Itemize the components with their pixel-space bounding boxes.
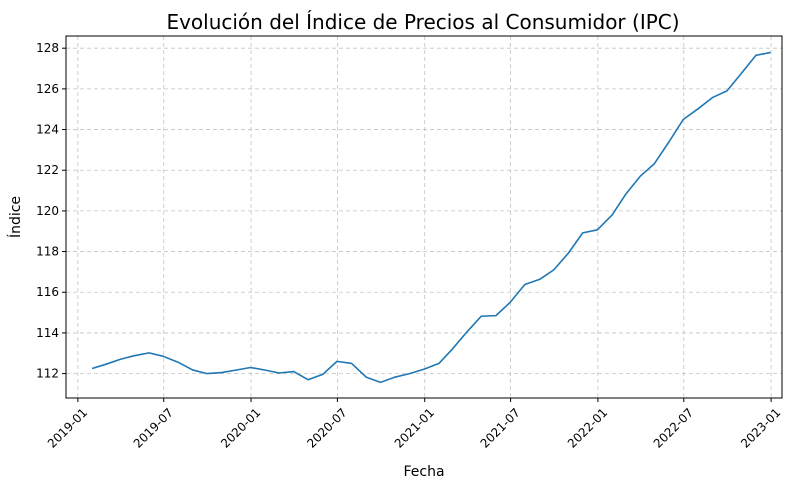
grid [66, 36, 782, 398]
x-tick-label: 2019-01 [45, 405, 90, 450]
y-axis: 112 114 116 118 120 122 124 126 128 [36, 41, 66, 381]
series-line [91, 51, 771, 384]
series-layer [91, 51, 771, 384]
y-tick-label: 120 [36, 204, 59, 218]
x-tick-label: 2021-07 [478, 405, 523, 450]
x-tick-label: 2022-01 [565, 405, 610, 450]
y-axis-label: Índice [7, 196, 24, 238]
x-tick-label: 2020-01 [218, 405, 263, 450]
x-tick-label: 2021-01 [392, 405, 437, 450]
chart-title: Evolución del Índice de Precios al Consu… [166, 10, 679, 34]
plot-frame [65, 35, 783, 399]
y-tick-label: 118 [36, 245, 59, 259]
y-tick-label: 126 [36, 82, 59, 96]
x-tick-label: 2019-07 [131, 405, 176, 450]
y-tick-label: 116 [36, 285, 59, 299]
y-tick-label: 124 [36, 123, 59, 137]
x-tick-label: 2023-01 [738, 405, 783, 450]
y-tick-label: 112 [36, 367, 59, 381]
x-axis-label: Fecha [403, 464, 444, 480]
y-tick-label: 114 [36, 326, 59, 340]
x-tick-label: 2020-07 [304, 405, 349, 450]
x-tick-label: 2022-07 [651, 405, 696, 450]
y-tick-label: 128 [36, 41, 59, 55]
y-tick-label: 122 [36, 163, 59, 177]
x-axis: 2019-01 2019-07 2020-01 2020-07 2021-01 2021-… [45, 398, 783, 451]
